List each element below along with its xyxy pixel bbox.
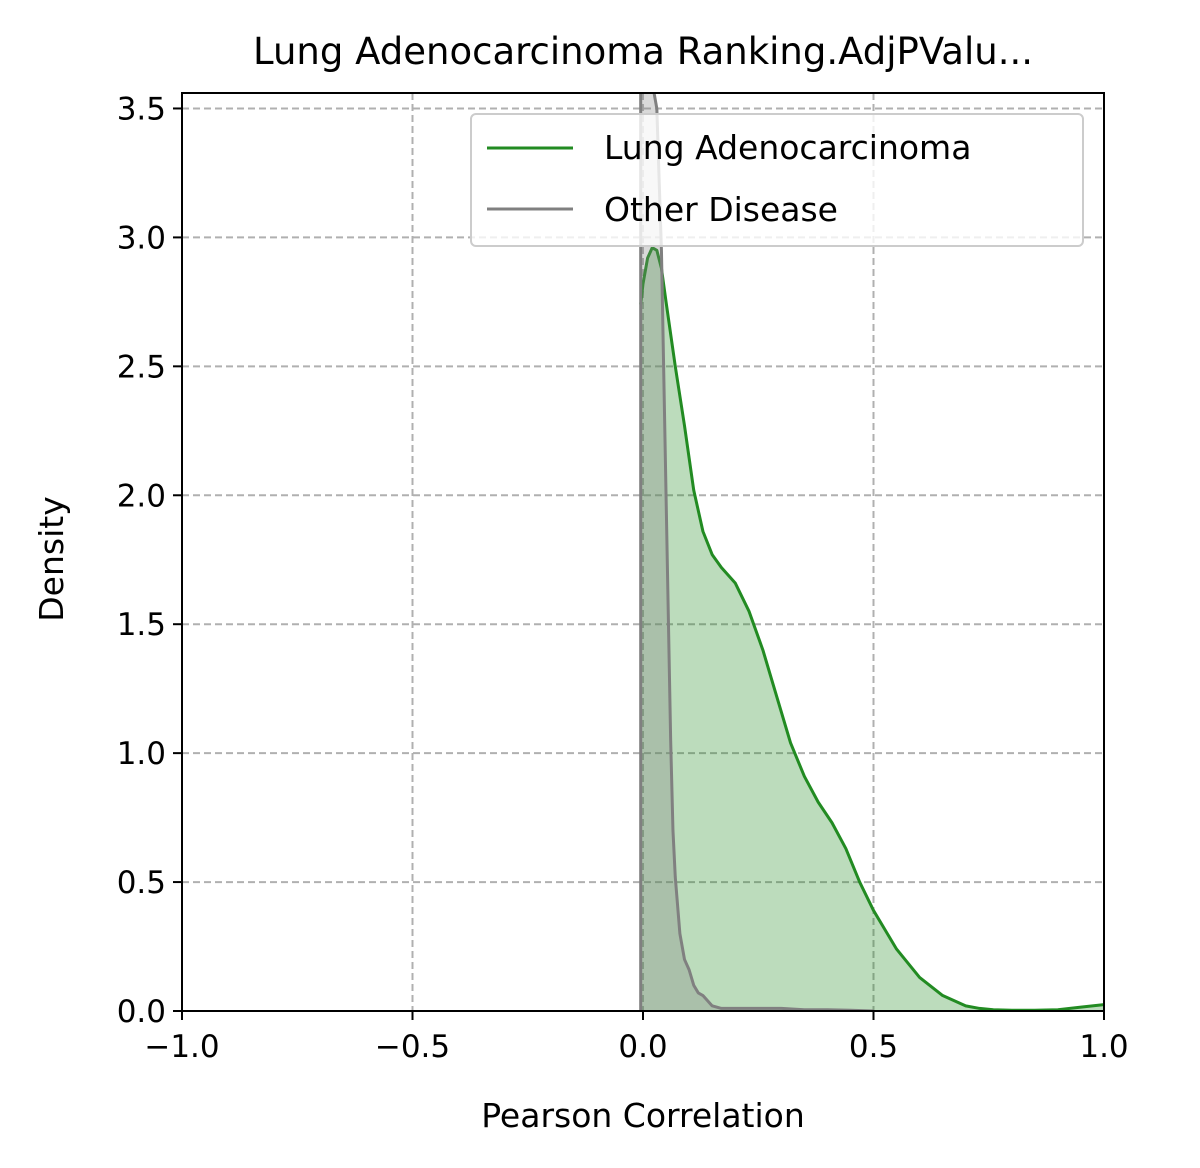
y-tick-label: 0.5	[117, 865, 166, 901]
y-tick-label: 1.0	[117, 736, 166, 772]
x-tick-label: −0.5	[375, 1029, 450, 1065]
y-axis-label: Density	[32, 496, 71, 621]
tick-layer: −1.0 −0.5 0.0 0.5 1.0 0.0 0.5 1.0 1.5 2.0 2.5 3.0 3.…	[117, 91, 1129, 1065]
series-area-other-disease	[640, 93, 874, 1011]
y-tick-label: 2.0	[117, 478, 166, 514]
y-tick-label: 3.5	[117, 91, 166, 127]
x-tick-label: 0.0	[618, 1029, 667, 1065]
series-line-lung-adenocarcinoma	[639, 246, 1104, 1011]
legend: Lung Adenocarcinoma Other Disease	[470, 113, 1084, 247]
legend-label-lung-adenocarcinoma: Lung Adenocarcinoma	[604, 128, 971, 167]
x-tick-label: 1.0	[1079, 1029, 1128, 1065]
x-tick-label: −1.0	[144, 1029, 219, 1065]
series-line-other-disease	[639, 93, 874, 1011]
x-axis-label: Pearson Correlation	[481, 1096, 805, 1135]
x-tick-label: 0.5	[849, 1029, 898, 1065]
y-tick-label: 0.0	[117, 994, 166, 1030]
legend-box	[470, 113, 1084, 247]
y-tick-label: 1.5	[117, 607, 166, 643]
series-area-lung-adenocarcinoma	[640, 247, 1104, 1011]
y-tick-label: 3.0	[117, 220, 166, 256]
series-layer	[639, 93, 1104, 1011]
chart-title: Lung Adenocarcinoma Ranking.AdjPValu...	[253, 30, 1033, 73]
legend-label-other-disease: Other Disease	[604, 190, 838, 229]
y-tick-label: 2.5	[117, 349, 166, 385]
